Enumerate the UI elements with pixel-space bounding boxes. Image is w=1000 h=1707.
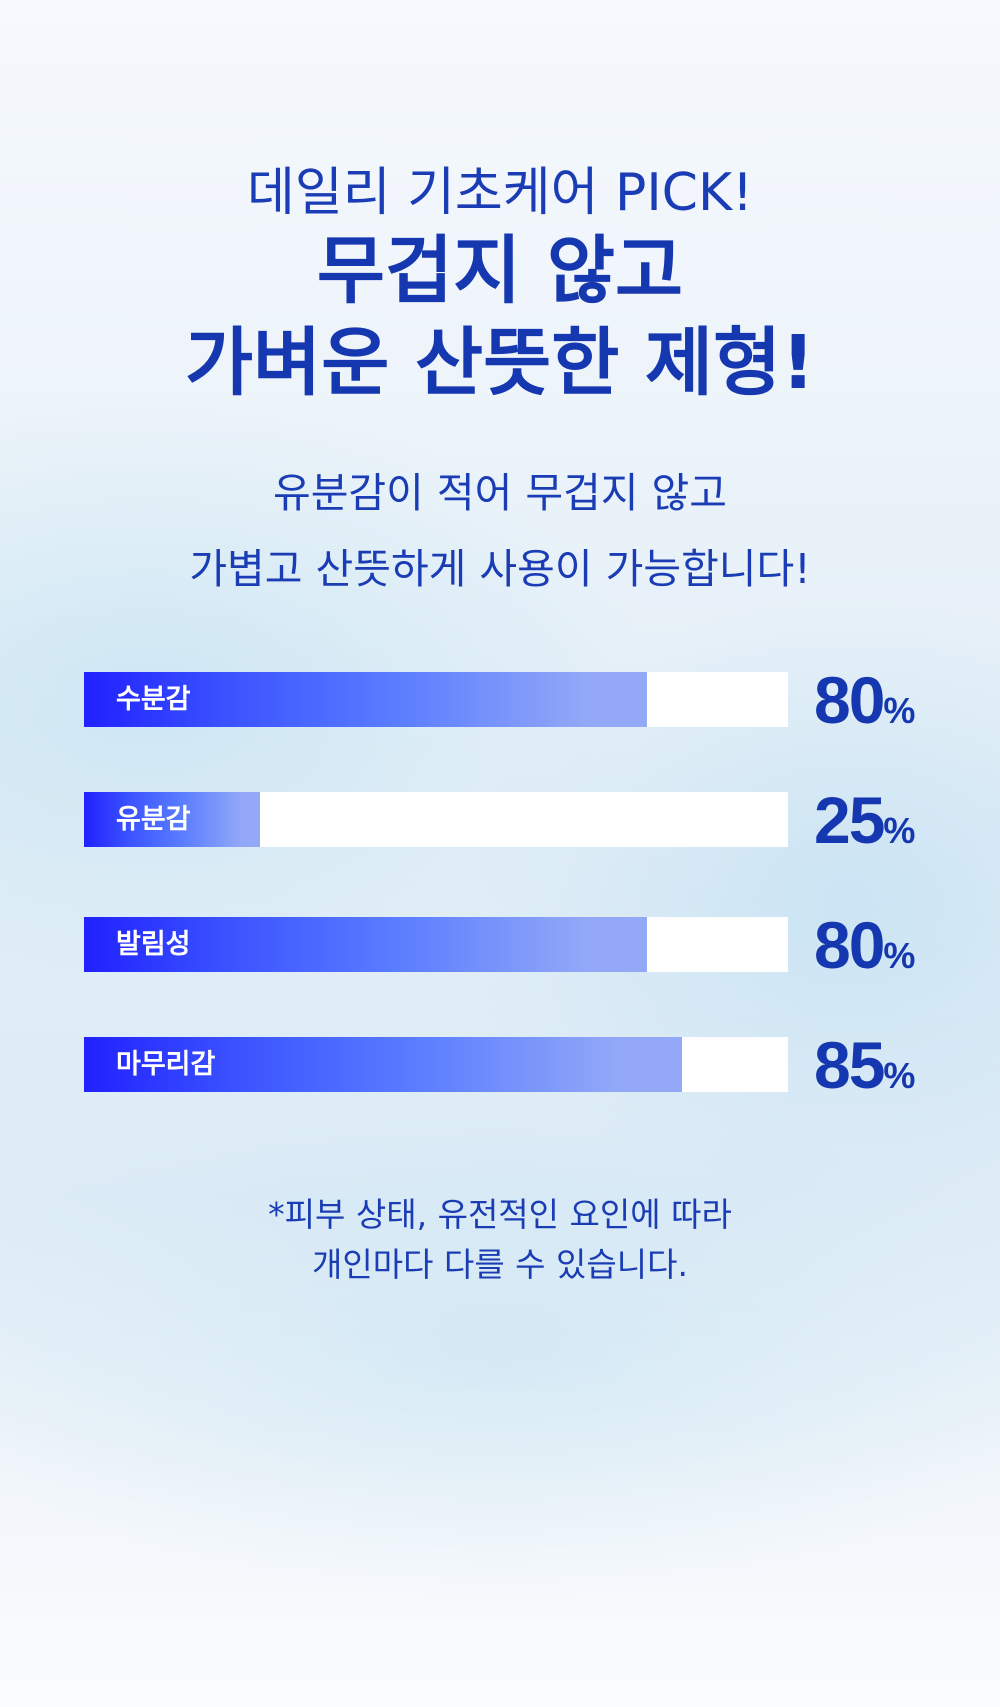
bar-track: 발림성 [84,917,788,972]
value-number: 80 [814,908,885,982]
headline-line-2: 가벼운 산뜻한 제형! [185,320,815,406]
value-label: 25% [814,782,915,858]
value-number: 80 [814,663,885,737]
description-line-1: 유분감이 적어 무겁지 않고 [272,469,728,517]
bar-row: 수분감 80% [84,663,984,737]
description-line-2: 가볍고 산뜻하게 사용이 가능합니다! [189,545,811,593]
bar-track: 유분감 [84,792,788,847]
bar-fill [84,672,648,727]
bar-label: 마무리감 [116,1049,216,1080]
footnote-line-1: *피부 상태, 유전적인 요인에 따라 [268,1195,732,1234]
bar-fill [84,792,260,847]
bar-row: 마무리감 85% [84,1028,984,1102]
headline-line-1: 무겁지 않고 [316,228,684,314]
bar-label: 유분감 [116,804,191,835]
bar-row: 발림성 80% [84,908,984,982]
value-unit: % [883,935,916,976]
value-number: 25 [814,783,885,857]
bar-row: 유분감 25% [84,783,984,857]
value-label: 85% [814,1027,915,1103]
bar-fill [84,1037,683,1092]
bar-track: 마무리감 [84,1037,788,1092]
value-label: 80% [814,907,915,983]
bar-track: 수분감 [84,672,788,727]
bar-label: 수분감 [116,684,191,715]
value-number: 85 [814,1028,885,1102]
value-unit: % [883,810,916,851]
footnote: *피부 상태, 유전적인 요인에 따라 개인마다 다를 수 있습니다. [0,1190,1000,1290]
description: 유분감이 적어 무겁지 않고 가볍고 산뜻하게 사용이 가능합니다! [0,455,1000,607]
headline: 무겁지 않고 가벼운 산뜻한 제형! [0,225,1000,409]
eyebrow-title: 데일리 기초케어 PICK! [247,163,753,223]
value-unit: % [883,690,916,731]
bar-fill [84,917,648,972]
bar-label: 발림성 [116,929,191,960]
footnote-line-2: 개인마다 다를 수 있습니다. [312,1245,688,1284]
value-unit: % [883,1055,916,1096]
value-label: 80% [814,662,915,738]
